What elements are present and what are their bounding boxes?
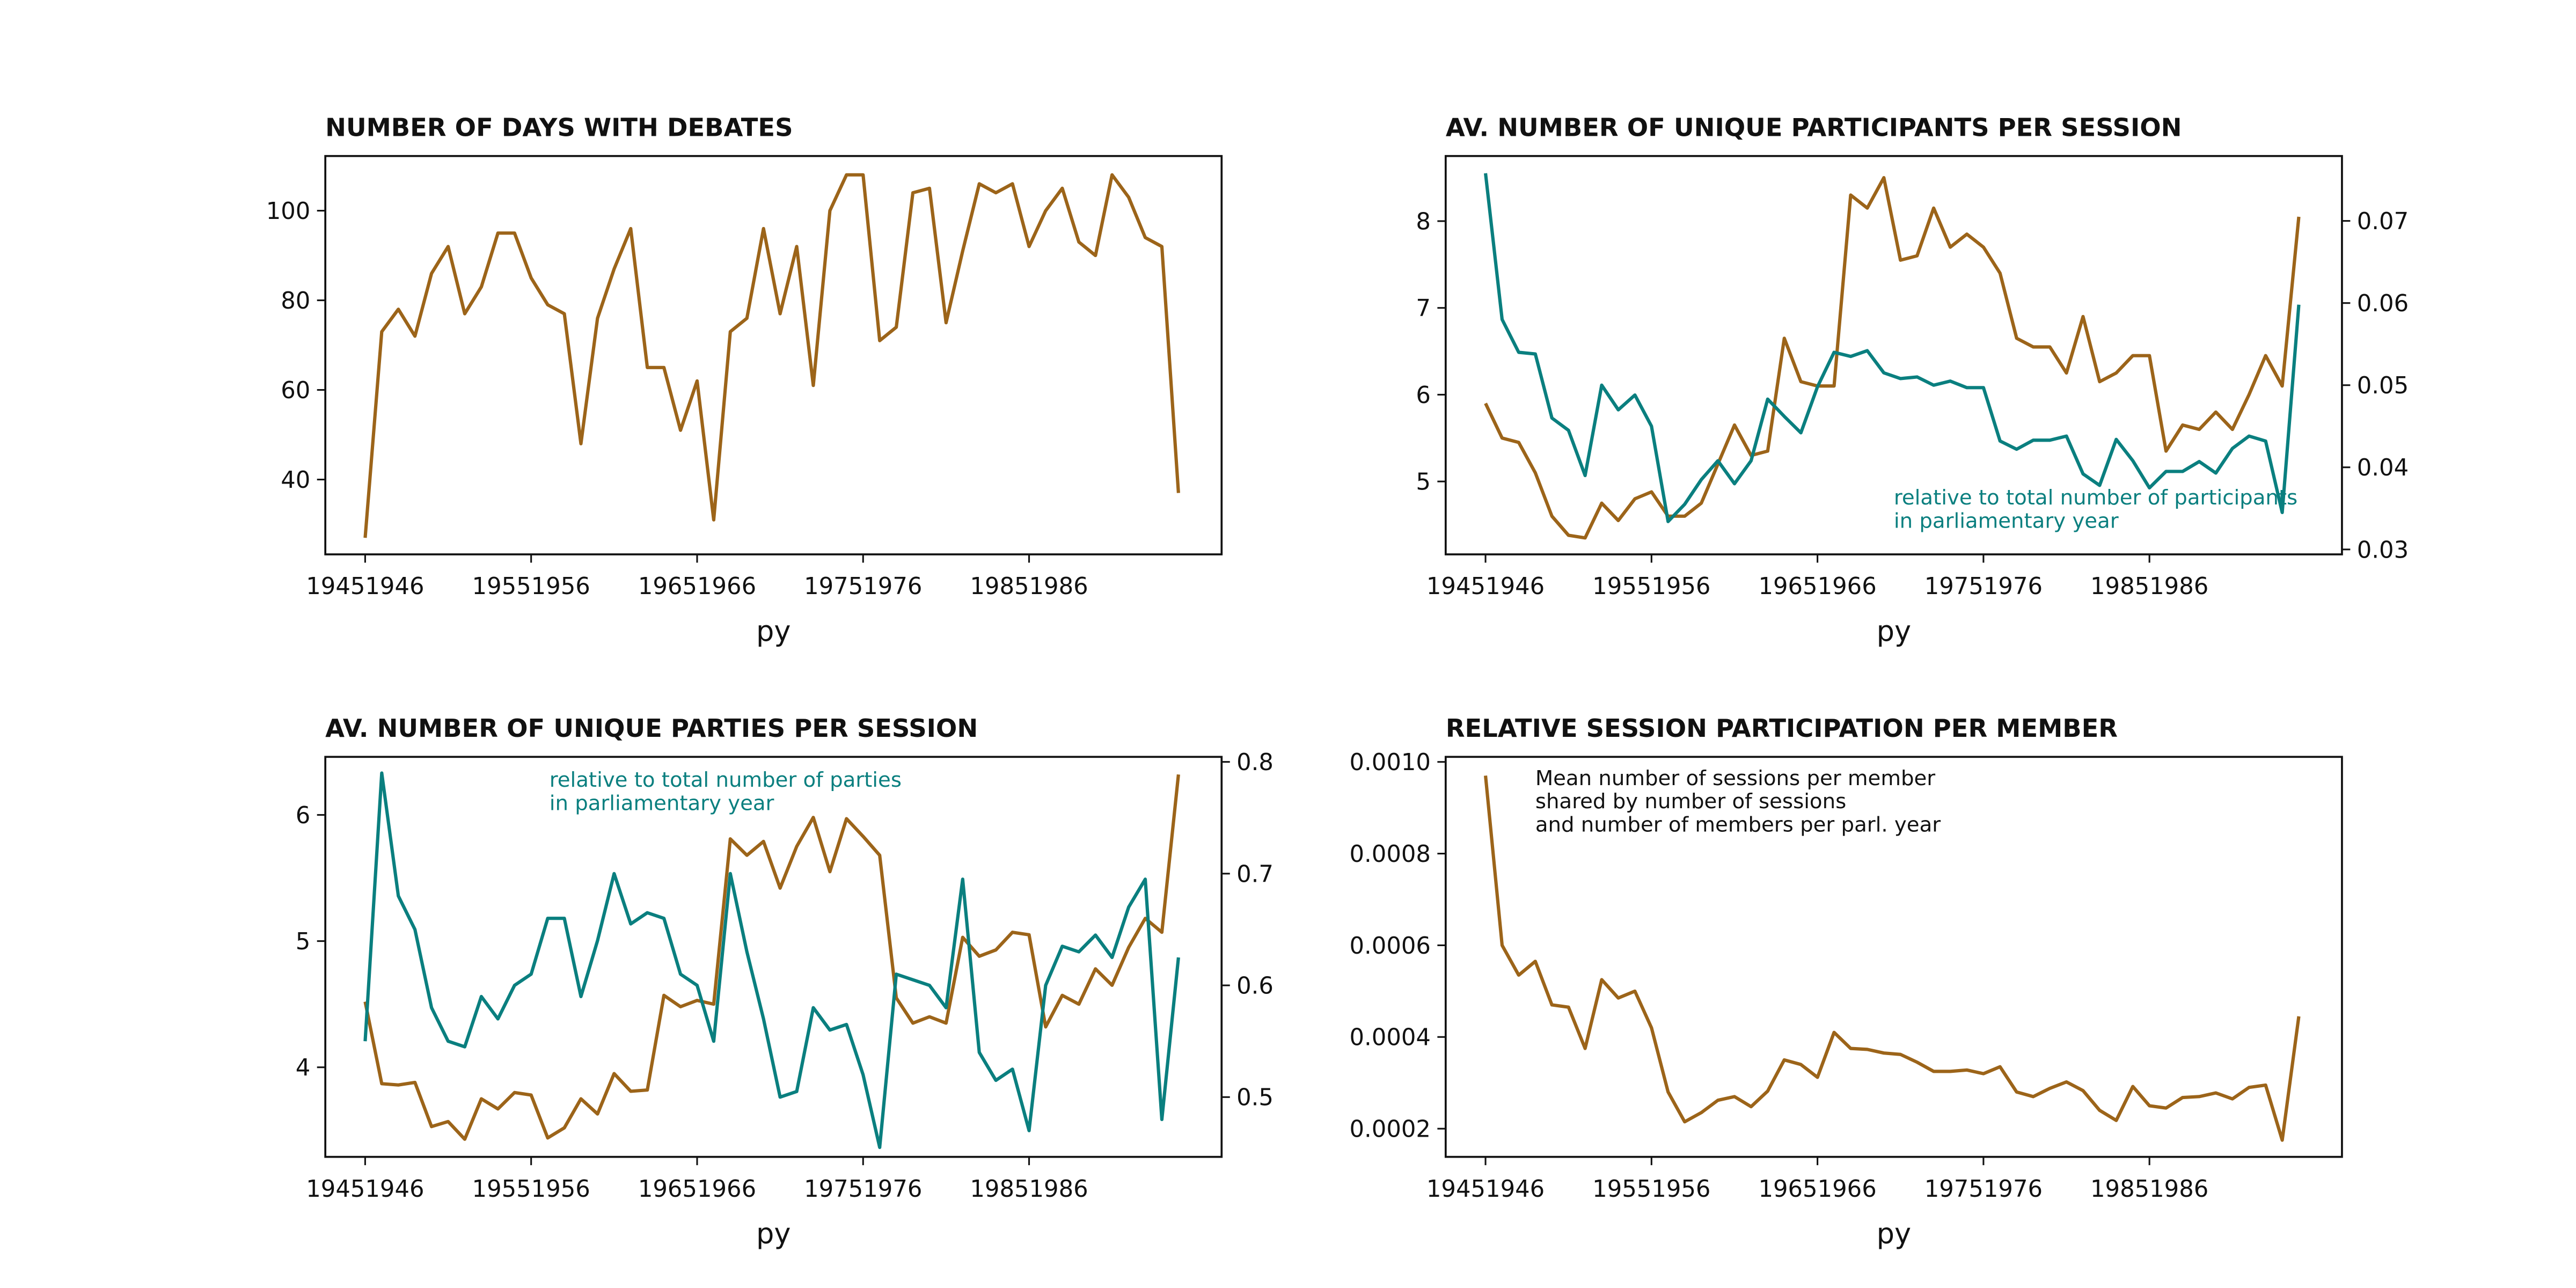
y-tick-label: 0.0008	[1350, 841, 1431, 868]
chart-title: RELATIVE SESSION PARTICIPATION PER MEMBE…	[1446, 714, 2118, 743]
x-tick-label: 19651966	[638, 1176, 756, 1203]
x-tick-label: 19751976	[1924, 573, 2043, 600]
y2-tick-label: 0.06	[2357, 290, 2409, 317]
x-tick-label: 19551956	[1592, 1176, 1710, 1203]
x-tick-label: 19851986	[970, 573, 1088, 600]
x-tick-label: 19851986	[970, 1176, 1088, 1203]
x-tick-label: 19551956	[1592, 573, 1710, 600]
plot-frame	[1444, 756, 2343, 1158]
y-tick-label: 5	[296, 928, 311, 955]
y-tick-label: 100	[266, 198, 311, 225]
chart-title: AV. NUMBER OF UNIQUE PARTIES PER SESSION	[325, 714, 978, 743]
y2-tick-label: 0.07	[2357, 208, 2409, 235]
y2-tick-label: 0.05	[2357, 372, 2409, 399]
annotation-line: relative to total number of participants	[1894, 486, 2297, 510]
y-tick-label: 5	[1416, 469, 1431, 496]
y2-tick-label: 0.04	[2357, 455, 2409, 481]
y-tick-label: 60	[281, 377, 310, 404]
annotation-line: Mean number of sessions per member	[1535, 766, 1935, 791]
y-tick-label: 40	[281, 467, 310, 494]
annotation-line: relative to total number of parties	[550, 768, 902, 792]
plot-frame	[324, 756, 1223, 1158]
annotation-line: in parliamentary year	[550, 791, 774, 815]
data-line	[363, 771, 1180, 1150]
data-line	[1483, 173, 2301, 523]
y-tick-label: 0.0010	[1350, 749, 1431, 776]
x-tick-label: 19751976	[1924, 1176, 2043, 1203]
y2-tick-label: 0.7	[1236, 861, 1274, 888]
data-line	[1483, 775, 2301, 1142]
x-tick-label: 19651966	[638, 573, 756, 600]
y2-tick-label: 0.03	[2357, 537, 2409, 564]
plot-frame	[1444, 155, 2343, 555]
x-tick-label: 19451946	[306, 573, 424, 600]
x-tick-label: 19651966	[1758, 1176, 1876, 1203]
x-tick-label: 19851986	[2090, 1176, 2208, 1203]
x-tick-label: 19551956	[472, 573, 590, 600]
y-tick-label: 8	[1416, 208, 1431, 235]
x-axis-label: py	[756, 615, 791, 648]
annotation: relative to total number of participants…	[1894, 486, 2297, 533]
x-tick-label: 19751976	[804, 573, 922, 600]
y-tick-label: 0.0006	[1350, 933, 1431, 960]
chart-title: NUMBER OF DAYS WITH DEBATES	[325, 113, 793, 142]
x-tick-label: 19551956	[472, 1176, 590, 1203]
x-tick-label: 19851986	[2090, 573, 2208, 600]
annotation-line: shared by number of sessions	[1535, 789, 1846, 814]
x-axis-label: py	[1877, 1217, 1911, 1250]
data-line	[1484, 176, 2301, 540]
x-tick-label: 19451946	[1426, 573, 1545, 600]
x-tick-label: 19451946	[1426, 1176, 1545, 1203]
chart-title: AV. NUMBER OF UNIQUE PARTICIPANTS PER SE…	[1446, 113, 2182, 142]
y2-tick-label: 0.8	[1236, 749, 1274, 776]
y-tick-label: 4	[296, 1055, 311, 1081]
y-tick-label: 0.0004	[1350, 1024, 1431, 1051]
annotation-line: and number of members per parl. year	[1535, 813, 1941, 837]
plot-frame	[324, 155, 1223, 555]
annotation: Mean number of sessions per member shared…	[1535, 766, 1941, 837]
y2-tick-label: 0.5	[1236, 1085, 1274, 1111]
y-tick-label: 7	[1416, 295, 1431, 322]
data-line	[363, 173, 1180, 538]
x-tick-label: 19451946	[306, 1176, 424, 1203]
y2-tick-label: 0.6	[1236, 973, 1274, 1000]
x-axis-label: py	[1877, 615, 1911, 648]
x-tick-label: 19751976	[804, 1176, 922, 1203]
y-tick-label: 6	[1416, 382, 1431, 409]
y-tick-label: 80	[281, 288, 310, 314]
annotation: relative to total number of parties in pa…	[550, 768, 902, 815]
x-axis-label: py	[756, 1217, 791, 1250]
y-tick-label: 0.0002	[1350, 1116, 1431, 1143]
x-tick-label: 19651966	[1758, 573, 1876, 600]
y-tick-label: 6	[296, 802, 311, 829]
annotation-line: in parliamentary year	[1894, 509, 2119, 533]
